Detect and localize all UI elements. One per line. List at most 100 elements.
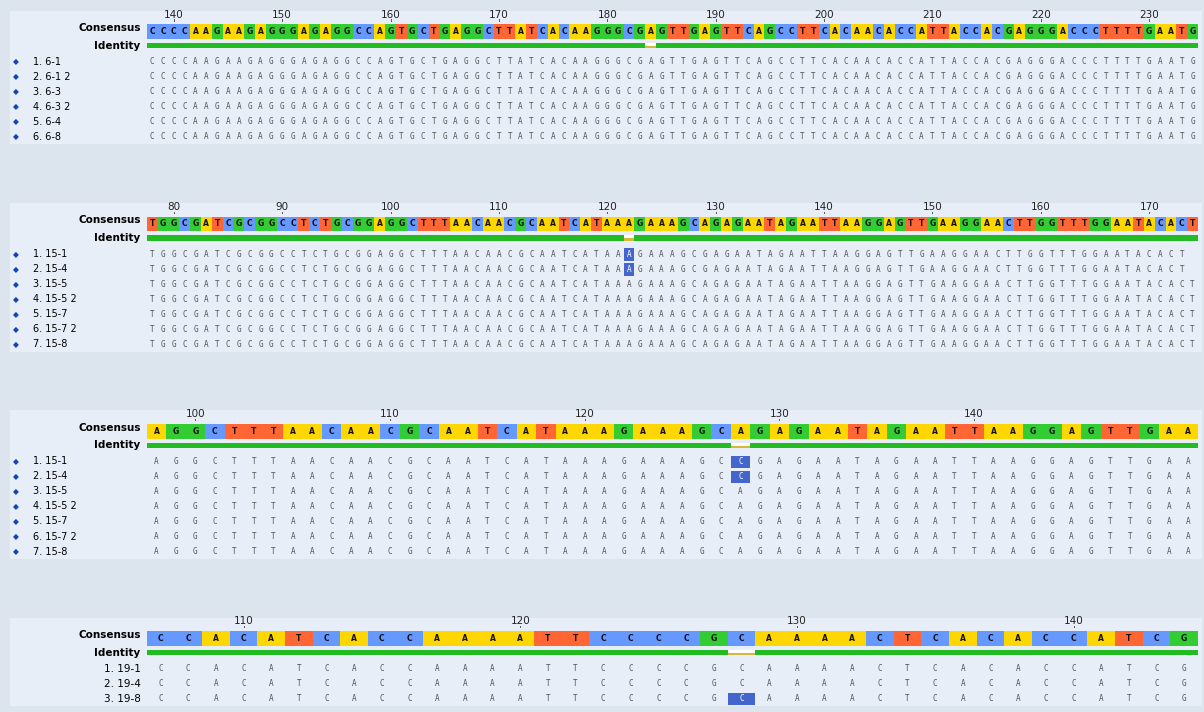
Text: A: A	[203, 117, 208, 127]
Text: C: C	[529, 295, 533, 304]
Text: C: C	[746, 132, 750, 142]
Text: G: G	[1093, 340, 1097, 349]
Text: T: T	[149, 219, 155, 229]
Text: T: T	[595, 325, 598, 334]
Text: C: C	[409, 325, 414, 334]
Text: A: A	[550, 88, 555, 96]
Bar	[212, 216, 223, 231]
Bar	[635, 216, 645, 231]
Text: C: C	[739, 664, 744, 674]
Text: G: G	[160, 250, 165, 258]
Bar	[727, 631, 755, 646]
Text: ◆: ◆	[13, 502, 19, 511]
Text: A: A	[550, 103, 555, 111]
Text: T: T	[725, 132, 728, 142]
Text: T: T	[1128, 487, 1132, 496]
Text: T: T	[1108, 472, 1112, 481]
Text: G: G	[637, 219, 643, 229]
Text: A: A	[996, 325, 999, 334]
Text: 140: 140	[1063, 617, 1084, 627]
Text: Consensus: Consensus	[78, 423, 141, 433]
Text: T: T	[734, 27, 740, 36]
Text: C: C	[878, 694, 883, 703]
Text: T: T	[271, 517, 276, 526]
Text: C: C	[1072, 88, 1075, 96]
Text: C: C	[344, 310, 349, 319]
Text: C: C	[539, 103, 544, 111]
Text: G: G	[1147, 103, 1151, 111]
Text: A: A	[309, 532, 314, 541]
Text: 120: 120	[574, 409, 595, 419]
Text: A: A	[616, 325, 620, 334]
Bar	[970, 24, 981, 39]
Text: G: G	[268, 250, 273, 258]
Text: G: G	[621, 547, 626, 556]
Text: C: C	[344, 219, 350, 229]
Text: G: G	[1103, 219, 1109, 229]
Text: C: C	[691, 219, 697, 229]
Text: T: T	[1082, 340, 1086, 349]
Text: C: C	[692, 265, 696, 273]
Text: G: G	[236, 280, 241, 288]
Text: T: T	[811, 103, 815, 111]
Bar	[1179, 424, 1198, 439]
Text: C: C	[539, 132, 544, 142]
Bar	[667, 24, 678, 39]
Text: T: T	[214, 310, 219, 319]
Text: A: A	[961, 694, 966, 703]
Text: C: C	[182, 132, 187, 142]
Text: A: A	[779, 325, 783, 334]
Text: T: T	[919, 219, 925, 229]
Text: Identity: Identity	[94, 441, 141, 451]
Text: A: A	[550, 27, 556, 36]
Text: T: T	[232, 487, 237, 496]
Text: G: G	[974, 280, 978, 288]
Text: A: A	[323, 27, 329, 36]
Text: T: T	[1082, 280, 1086, 288]
Bar	[1057, 216, 1068, 231]
Bar	[916, 24, 927, 39]
Bar	[147, 236, 1198, 241]
Text: C: C	[185, 634, 191, 643]
Text: G: G	[388, 73, 393, 81]
Text: T: T	[1007, 265, 1010, 273]
Bar	[266, 24, 277, 39]
Text: T: T	[736, 73, 739, 81]
Bar	[1014, 24, 1025, 39]
Text: C: C	[1082, 88, 1086, 96]
Text: A: A	[767, 664, 772, 674]
Text: A: A	[203, 265, 208, 273]
Bar	[1060, 631, 1087, 646]
Text: G: G	[388, 295, 393, 304]
Bar	[1122, 216, 1133, 231]
Text: G: G	[518, 250, 523, 258]
Text: G: G	[344, 27, 350, 36]
Text: A: A	[811, 325, 815, 334]
Text: G: G	[1028, 103, 1032, 111]
Text: C: C	[388, 532, 393, 541]
Bar	[809, 424, 828, 439]
Text: A: A	[833, 103, 837, 111]
Text: C: C	[185, 664, 190, 674]
Text: G: G	[171, 280, 176, 288]
Text: A: A	[703, 103, 707, 111]
Text: A: A	[641, 547, 645, 556]
Text: G: G	[797, 472, 801, 481]
Bar	[721, 24, 732, 39]
Text: G: G	[703, 250, 707, 258]
Text: A: A	[1069, 502, 1074, 511]
Text: A: A	[816, 457, 821, 466]
Text: T: T	[972, 426, 976, 436]
Text: A: A	[874, 502, 879, 511]
Text: A: A	[1017, 88, 1021, 96]
Text: C: C	[562, 58, 566, 66]
Text: T: T	[1137, 132, 1140, 142]
Text: T: T	[909, 265, 913, 273]
Text: G: G	[160, 265, 165, 273]
Text: 90: 90	[276, 201, 289, 211]
Text: C: C	[160, 132, 165, 142]
Text: A: A	[352, 664, 356, 674]
Bar	[960, 24, 970, 39]
Text: G: G	[247, 103, 252, 111]
Text: G: G	[193, 325, 197, 334]
